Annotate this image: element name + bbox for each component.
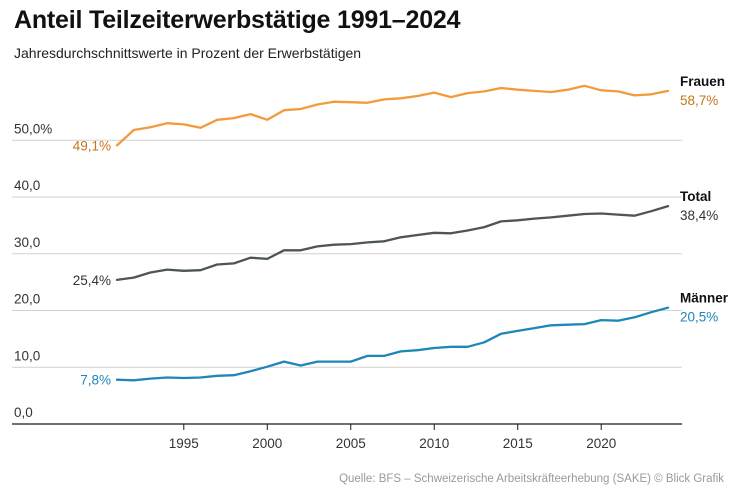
series-name-frauen: Frauen <box>680 74 725 89</box>
start-label-total: 25,4% <box>73 273 111 288</box>
x-tick-label: 2015 <box>503 436 533 451</box>
y-tick-label: 20,0 <box>14 292 40 307</box>
end-label-frauen: 58,7% <box>680 93 718 108</box>
series-name-maenner: Männer <box>680 291 729 306</box>
source-note: Quelle: BFS – Schweizerische Arbeitskräf… <box>339 473 724 485</box>
y-tick-label: 50,0% <box>14 121 52 136</box>
chart-subtitle: Jahresdurchschnittswerte in Prozent der … <box>14 45 362 61</box>
series-line-total <box>115 204 670 282</box>
start-label-maenner: 7,8% <box>80 373 111 388</box>
y-tick-label: 0,0 <box>14 405 33 420</box>
gridlines <box>12 139 682 425</box>
y-tick-label: 10,0 <box>14 348 40 363</box>
series-lines <box>115 84 670 382</box>
series-labels: 49,1% Frauen 58,7% 25,4% Total 38,4% 7,8% Männe… <box>73 74 729 388</box>
series-line-frauen <box>115 84 670 147</box>
end-label-total: 38,4% <box>680 208 718 223</box>
y-tick-label: 40,0 <box>14 178 40 193</box>
start-label-frauen: 49,1% <box>73 138 111 153</box>
x-tick-label: 2005 <box>336 436 366 451</box>
x-tick-label: 2000 <box>252 436 282 451</box>
chart-title: Anteil Teilzeiterwerbstätige 1991–2024 <box>14 6 461 34</box>
x-tick-label: 2010 <box>419 436 449 451</box>
series-line-maenner <box>115 306 670 382</box>
x-tick-label: 2020 <box>586 436 616 451</box>
y-tick-label: 30,0 <box>14 235 40 250</box>
series-name-total: Total <box>680 189 711 204</box>
end-label-maenner: 20,5% <box>680 310 718 325</box>
y-axis-tick-labels: 0,0 10,0 20,0 30,0 40,0 50,0% <box>14 121 52 420</box>
x-tick-label: 1995 <box>169 436 199 451</box>
x-axis-ticks: 1995 2000 2005 2010 2015 2020 <box>169 424 616 451</box>
